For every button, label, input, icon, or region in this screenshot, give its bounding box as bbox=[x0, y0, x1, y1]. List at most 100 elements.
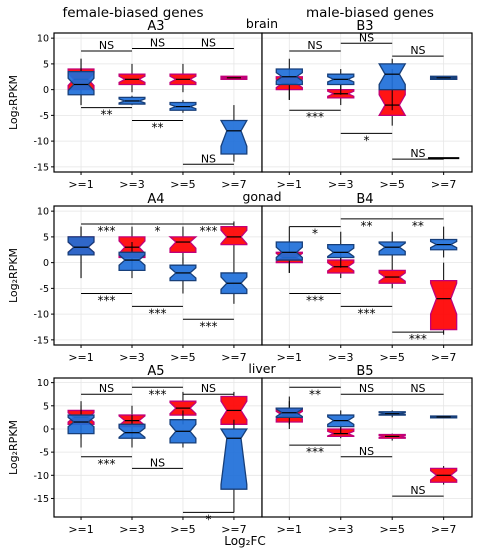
significance-label: *** bbox=[199, 319, 217, 333]
male-box bbox=[220, 262, 248, 304]
significance-label: *** bbox=[148, 387, 166, 401]
male-box bbox=[67, 405, 95, 448]
x-tick-label: >=5 bbox=[379, 351, 404, 364]
y-axis-title: Log₂RPKM bbox=[7, 420, 20, 475]
significance-label: *** bbox=[199, 224, 217, 238]
y-tick-label: -10 bbox=[33, 137, 49, 148]
panel-B4: >=1 >=3 >=5 >=7*** ***********B4 bbox=[261, 192, 473, 364]
significance-label: NS bbox=[410, 484, 425, 497]
significance-label: NS bbox=[359, 445, 374, 458]
significance-label: NS bbox=[201, 382, 216, 395]
x-tick-label: >=5 bbox=[170, 351, 195, 364]
x-tick-label: >=1 bbox=[68, 523, 93, 536]
male-box bbox=[219, 105, 248, 162]
x-axis-title: Log₂FC bbox=[224, 534, 266, 548]
panel-A5: 10 5 0 -5 -10 -15 Log₂RPKM >=1 >=3 >=5 >=7 NS *** NS *… bbox=[7, 364, 263, 536]
female-box bbox=[168, 226, 198, 263]
x-tick-label: >=3 bbox=[328, 178, 353, 191]
male-box bbox=[275, 401, 303, 425]
female-box bbox=[220, 75, 248, 80]
significance-label: NS bbox=[410, 147, 425, 160]
female-box bbox=[169, 63, 197, 93]
panel-title: A4 bbox=[147, 192, 164, 207]
male-box bbox=[169, 410, 197, 448]
significance-label: *** bbox=[306, 294, 324, 308]
x-tick-label: >=5 bbox=[379, 178, 404, 191]
male-box bbox=[429, 415, 458, 419]
significance-label: NS bbox=[307, 39, 322, 52]
y-tick-label: -15 bbox=[33, 335, 49, 346]
significance-label: *** bbox=[98, 224, 116, 238]
male-box bbox=[118, 95, 146, 106]
x-tick-label: >=3 bbox=[119, 523, 144, 536]
x-tick-label: >=7 bbox=[431, 178, 456, 191]
x-tick-label: >=1 bbox=[277, 178, 302, 191]
y-tick-label: 5 bbox=[43, 59, 49, 70]
male-box bbox=[429, 75, 458, 80]
y-tick-label: 10 bbox=[37, 378, 49, 389]
male-box bbox=[118, 415, 146, 448]
male-box bbox=[275, 58, 303, 100]
tissue-label: liver bbox=[248, 361, 276, 376]
y-axis-title: Log₂RPKM bbox=[7, 75, 20, 130]
x-tick-label: >=7 bbox=[221, 523, 246, 536]
female-box bbox=[118, 63, 146, 93]
significance-label: NS bbox=[201, 152, 216, 165]
x-tick-label: >=1 bbox=[68, 178, 93, 191]
male-box bbox=[327, 231, 355, 268]
male-box bbox=[327, 410, 355, 434]
x-tick-label: >=7 bbox=[221, 351, 246, 364]
female-box bbox=[429, 466, 458, 485]
y-tick-label: 5 bbox=[43, 401, 49, 412]
male-box bbox=[169, 99, 197, 113]
y-tick-label: -5 bbox=[40, 111, 49, 122]
significance-label: ** bbox=[412, 219, 424, 233]
y-tick-label: -5 bbox=[40, 448, 49, 459]
x-tick-label: >=3 bbox=[328, 351, 353, 364]
x-tick-label: >=5 bbox=[170, 178, 195, 191]
panel-title: A5 bbox=[147, 364, 164, 379]
significance-label: * bbox=[154, 224, 160, 238]
y-tick-label: -10 bbox=[33, 471, 49, 482]
male-box bbox=[118, 242, 146, 279]
x-tick-label: >=1 bbox=[277, 523, 302, 536]
x-tick-label: >=5 bbox=[170, 523, 195, 536]
y-tick-label: 0 bbox=[43, 424, 49, 435]
panel-title: A3 bbox=[147, 19, 164, 34]
y-tick-label: -15 bbox=[33, 162, 49, 173]
y-tick-label: -15 bbox=[33, 494, 49, 505]
header-male: male-biased genes bbox=[306, 5, 434, 21]
y-axis-title: Log₂RPKM bbox=[7, 248, 20, 303]
x-tick-label: >=7 bbox=[431, 523, 456, 536]
tissue-label: brain bbox=[246, 16, 278, 31]
significance-label: NS bbox=[99, 39, 114, 52]
y-tick-label: 10 bbox=[37, 207, 49, 218]
significance-label: NS bbox=[150, 456, 165, 469]
significance-label: NS bbox=[150, 36, 165, 49]
male-box bbox=[429, 226, 458, 258]
male-box bbox=[219, 419, 248, 513]
significance-label: * bbox=[205, 512, 211, 526]
y-tick-label: 10 bbox=[37, 34, 49, 45]
x-tick-label: >=1 bbox=[277, 351, 302, 364]
x-tick-label: >=7 bbox=[221, 178, 246, 191]
panel-title: B4 bbox=[356, 192, 373, 207]
y-tick-label: 0 bbox=[43, 258, 49, 269]
panel-title: B5 bbox=[356, 364, 373, 379]
x-tick-label: >=5 bbox=[379, 523, 404, 536]
significance-label: NS bbox=[410, 44, 425, 57]
male-box bbox=[67, 226, 95, 279]
header-female: female-biased genes bbox=[63, 5, 204, 21]
male-box bbox=[67, 58, 95, 106]
significance-label: ** bbox=[101, 108, 113, 122]
significance-label: * bbox=[312, 227, 318, 241]
male-box bbox=[327, 69, 355, 95]
significance-label: NS bbox=[359, 31, 374, 44]
y-tick-label: -10 bbox=[33, 310, 49, 321]
significance-label: NS bbox=[99, 382, 114, 395]
y-tick-label: 0 bbox=[43, 85, 49, 96]
x-tick-label: >=3 bbox=[119, 351, 144, 364]
